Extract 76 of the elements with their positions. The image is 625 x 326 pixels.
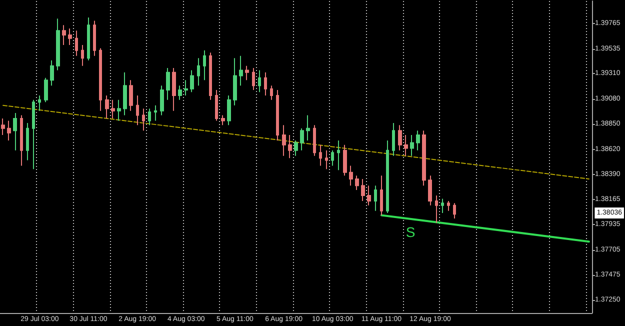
candlestick [441,198,444,214]
candlestick [87,16,90,61]
candlestick [294,140,298,156]
candlestick [374,185,377,212]
candlestick [184,80,188,96]
candlestick [215,89,218,122]
candlestick [288,134,292,159]
candlestick [26,122,29,161]
candlestick [111,99,115,120]
candlestick [13,112,17,151]
candlestick [136,94,139,126]
candlestick [270,85,273,100]
candlestick [349,165,353,186]
candlestick [142,108,145,132]
candlestick [172,68,176,112]
candlestick [386,140,389,214]
candlestick [32,99,35,170]
candlestick [209,52,212,100]
candlestick [154,104,157,122]
series-label: S [406,224,416,240]
candlestick [398,124,402,151]
candlestick [99,48,102,112]
candlestick [380,175,383,216]
candlestick [160,85,164,116]
candlestick [416,130,420,151]
candlestick [447,200,450,212]
candlestick [367,185,371,206]
candlestick [20,114,23,166]
candlestick [197,58,200,86]
candlestick [93,20,96,56]
candlestick [428,175,432,206]
candlestick [50,60,54,86]
candlestick [233,58,237,106]
candlestick [313,124,316,156]
candlestick [435,194,438,224]
candlestick [190,70,194,93]
candlestick [325,150,328,170]
candlestick [7,120,11,142]
candlestick [392,122,395,156]
candlestick [343,144,347,176]
candlestick [117,99,121,122]
candlestick [245,65,249,81]
candlestick [239,55,243,86]
candlestick [38,94,41,112]
candlestick [123,72,127,116]
candlestick [68,28,72,46]
candlestick [44,77,48,103]
candlestick [410,134,414,156]
candlestick [282,124,286,156]
candlestick [264,72,267,96]
candlestick [62,24,66,46]
candlestick [1,118,5,136]
candlestick [319,144,322,166]
candlestick [404,134,408,156]
candlestick [258,70,261,93]
candlestick [166,68,170,100]
candlestick [361,178,365,202]
candlestick [355,175,359,190]
candlestick [306,114,310,142]
candlestick [276,89,279,142]
candlestick [81,44,84,66]
candlestick [337,140,340,171]
candlestick [422,130,426,186]
candlestick [227,94,231,126]
candlestick [300,128,304,151]
candlestick [105,94,109,120]
candlestick [252,68,255,90]
candlestick [148,108,151,126]
candlestick [56,18,60,71]
candlestick [75,30,78,56]
candlestick [178,85,182,100]
candlestick [203,50,206,81]
candlestick [331,150,334,166]
candlestick [453,202,456,220]
candlestick [221,114,225,126]
candlestick [129,80,133,112]
